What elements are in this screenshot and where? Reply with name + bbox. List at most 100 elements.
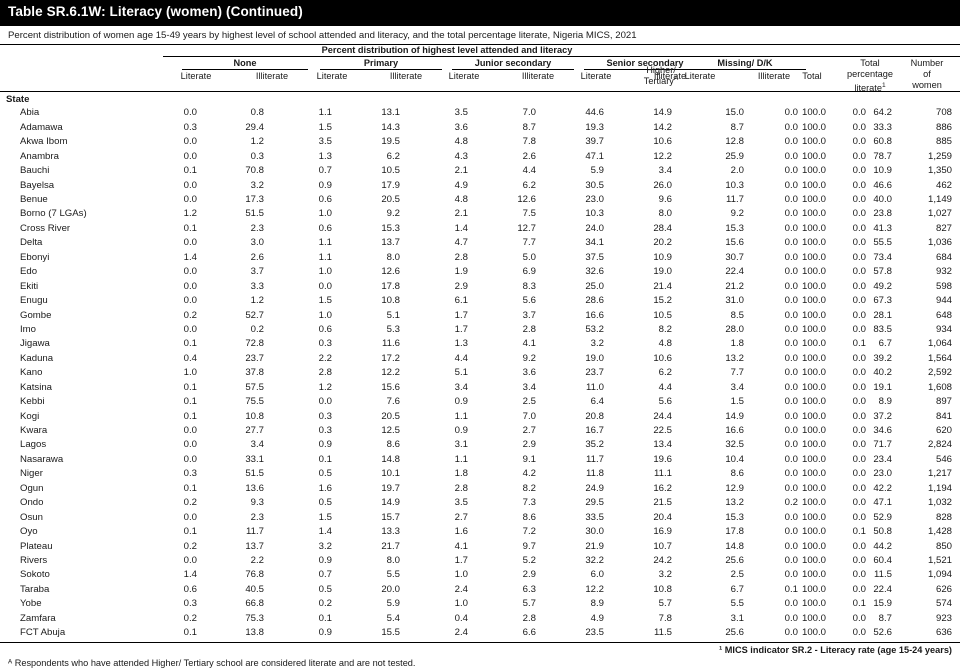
cell-value: 39.2 bbox=[873, 352, 892, 364]
header-bottom-rule bbox=[0, 90, 960, 92]
cell-value: 885 bbox=[935, 136, 952, 148]
cell-value: 3.5 bbox=[454, 107, 468, 119]
cell-value: 0.0 bbox=[784, 280, 798, 292]
cell-value: 4.4 bbox=[658, 381, 672, 393]
cell-value: 100.0 bbox=[801, 540, 826, 552]
cell-value: 2.0 bbox=[730, 165, 744, 177]
cell-value: 2.9 bbox=[454, 280, 468, 292]
cell-value: 15.3 bbox=[725, 222, 744, 234]
cell-value: 12.7 bbox=[517, 222, 536, 234]
cell-value: 4.4 bbox=[454, 352, 468, 364]
table-row: Edo 0.0 3.7 1.0 12.6 1.9 6.9 32.6 19.0 22.4 0.0 0.0… bbox=[0, 265, 960, 279]
cell-value: 0.0 bbox=[784, 237, 798, 249]
cell-state-name: Katsina bbox=[20, 381, 52, 393]
cell-value: 0.0 bbox=[852, 222, 866, 234]
cell-value: 0.0 bbox=[784, 453, 798, 465]
cell-value: 15.6 bbox=[725, 237, 744, 249]
cell-value: 648 bbox=[935, 309, 952, 321]
cell-value: 0.0 bbox=[183, 194, 197, 205]
cell-value: 57.8 bbox=[873, 266, 892, 278]
cell-value: 0.0 bbox=[183, 237, 197, 249]
cell-value: 1,094 bbox=[927, 569, 952, 581]
cell-value: 14.9 bbox=[381, 497, 400, 509]
cell-value: 1.5 bbox=[318, 121, 332, 133]
cell-value: 12.6 bbox=[381, 266, 400, 278]
footnote-indicator: ¹ MICS indicator SR.2 - Literacy rate (a… bbox=[719, 644, 952, 655]
cell-value: 2.9 bbox=[522, 439, 536, 451]
cell-value: 1,194 bbox=[927, 482, 952, 494]
cell-value: 0.1 bbox=[183, 165, 197, 177]
cell-value: 25.9 bbox=[725, 150, 744, 162]
cell-value: 6.2 bbox=[522, 179, 536, 191]
cell-value: 0.0 bbox=[784, 425, 798, 436]
cell-value: 2.6 bbox=[250, 251, 264, 263]
cell-value: 0.9 bbox=[318, 179, 332, 191]
header-primary-literate: Literate bbox=[316, 70, 348, 81]
cell-value: 1.2 bbox=[183, 208, 197, 220]
table-row: Niger 0.3 51.5 0.5 10.1 1.8 4.2 11.8 11.1 8.6 0.0 0… bbox=[0, 467, 960, 481]
cell-value: 0.0 bbox=[852, 468, 866, 480]
cell-value: 0.0 bbox=[852, 323, 866, 335]
cell-value: 3.7 bbox=[522, 309, 536, 321]
cell-value: 3.7 bbox=[250, 266, 264, 278]
cell-value: 0.0 bbox=[784, 136, 798, 148]
cell-value: 684 bbox=[935, 251, 952, 263]
cell-value: 3.4 bbox=[658, 165, 672, 177]
cell-value: 0.3 bbox=[183, 468, 197, 480]
cell-state-name: Kogi bbox=[20, 410, 40, 422]
cell-value: 100.0 bbox=[801, 338, 826, 350]
cell-value: 14.3 bbox=[381, 121, 400, 133]
cell-value: 73.4 bbox=[873, 251, 892, 263]
cell-value: 26.0 bbox=[653, 179, 672, 191]
header-senior-illiterate: Illiterate bbox=[653, 70, 687, 81]
cell-value: 1.5 bbox=[730, 396, 744, 408]
table-row: Anambra 0.0 0.3 1.3 6.2 4.3 2.6 47.1 12.2 25.9 0.0… bbox=[0, 150, 960, 164]
cell-value: 1.1 bbox=[318, 251, 332, 263]
cell-value: 13.3 bbox=[381, 526, 400, 538]
cell-value: 0.0 bbox=[784, 194, 798, 205]
cell-value: 934 bbox=[935, 323, 952, 335]
cell-value: 0.6 bbox=[318, 222, 332, 234]
cell-value: 1.3 bbox=[318, 150, 332, 162]
cell-value: 2.1 bbox=[454, 208, 468, 220]
cell-value: 0.1 bbox=[852, 526, 866, 538]
cell-value: 0.2 bbox=[250, 323, 264, 335]
cell-value: 0.0 bbox=[852, 396, 866, 408]
cell-value: 0.0 bbox=[784, 266, 798, 278]
cell-value: 100.0 bbox=[801, 468, 826, 480]
cell-value: 0.0 bbox=[183, 150, 197, 162]
cell-value: 83.5 bbox=[873, 323, 892, 335]
cell-value: 1.7 bbox=[454, 554, 468, 566]
table-row: Taraba 0.6 40.5 0.5 20.0 2.4 6.3 12.2 10.8 6.7 0.1… bbox=[0, 583, 960, 597]
cell-value: 13.2 bbox=[725, 497, 744, 509]
cell-value: 1.7 bbox=[454, 309, 468, 321]
cell-value: 100.0 bbox=[801, 381, 826, 393]
cell-value: 13.1 bbox=[381, 107, 400, 119]
cell-value: 5.0 bbox=[522, 251, 536, 263]
table-row: FCT Abuja 0.1 13.8 0.9 15.5 2.4 6.6 23.5 11.5 25.… bbox=[0, 626, 960, 640]
cell-value: 8.7 bbox=[522, 121, 536, 133]
cell-value: 1.4 bbox=[454, 222, 468, 234]
cell-value: 3.3 bbox=[250, 280, 264, 292]
cell-value: 0.0 bbox=[784, 338, 798, 350]
cell-value: 0.0 bbox=[852, 554, 866, 566]
cell-value: 2.3 bbox=[250, 511, 264, 523]
header-total-pct-line2: percentage bbox=[847, 68, 893, 79]
header-num-women-line1: Number bbox=[910, 57, 944, 68]
cell-value: 1.2 bbox=[250, 295, 264, 307]
cell-value: 5.6 bbox=[658, 396, 672, 408]
cell-value: 100.0 bbox=[801, 439, 826, 451]
cell-value: 0.0 bbox=[784, 107, 798, 119]
cell-value: 2.5 bbox=[522, 396, 536, 408]
cell-value: 0.9 bbox=[318, 439, 332, 451]
cell-value: 19.5 bbox=[381, 136, 400, 148]
cell-state-name: Bayelsa bbox=[20, 179, 55, 191]
header-none-literate: Literate bbox=[180, 70, 212, 81]
table-row: Imo 0.0 0.2 0.6 5.3 1.7 2.8 53.2 8.2 28.0 0.0 0.0 10… bbox=[0, 323, 960, 337]
cell-value: 100.0 bbox=[801, 150, 826, 162]
cell-value: 1,564 bbox=[927, 352, 952, 364]
cell-value: 2.2 bbox=[250, 554, 264, 566]
cell-value: 0.0 bbox=[852, 381, 866, 393]
cell-value: 3.6 bbox=[454, 121, 468, 133]
